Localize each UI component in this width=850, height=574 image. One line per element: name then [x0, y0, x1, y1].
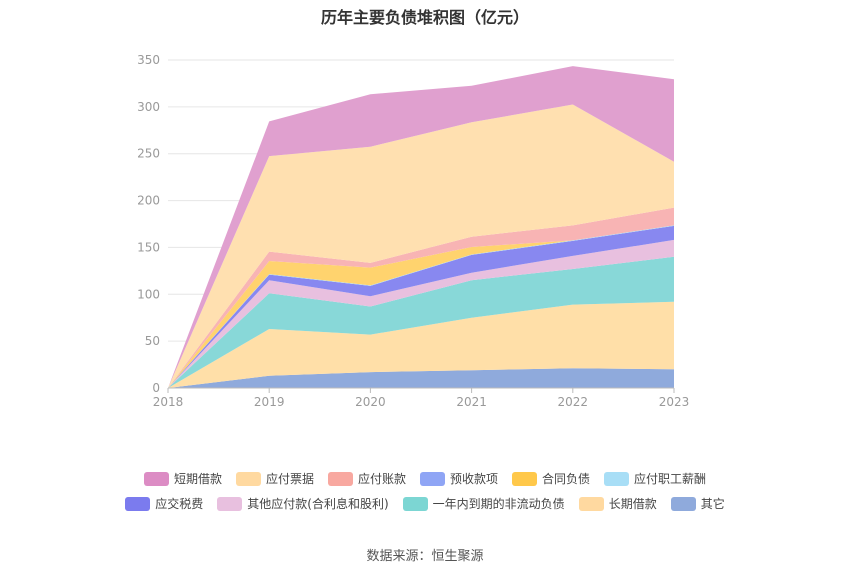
legend-swatch	[327, 471, 353, 486]
legend-item[interactable]: 短期借款	[143, 470, 222, 487]
area-3	[168, 239, 674, 388]
area-9	[168, 104, 674, 388]
x-tick-label-2019: 2019	[254, 395, 285, 409]
legend-row-1: 应交税费 其他应付款(合利息和股利) 一年内到期的非流动负债 长期借款 其它	[0, 495, 850, 512]
legend-row-0: 短期借款 应付票据 应付账款 预收款项 合同负债 应付职工薪酬	[0, 470, 850, 487]
area-series	[168, 66, 674, 388]
area-2	[168, 256, 674, 388]
chart-title: 历年主要负债堆积图（亿元）	[320, 8, 529, 27]
area-4	[168, 225, 674, 388]
legend-label: 应交税费	[155, 497, 204, 511]
area-6	[168, 225, 674, 388]
data-source-note: 数据来源：恒生聚源	[366, 549, 484, 564]
area-0	[168, 368, 674, 388]
y-tick-label-200: 200	[137, 194, 160, 208]
legend-swatch	[512, 471, 538, 486]
area-8	[168, 207, 674, 388]
y-tick-label-150: 150	[137, 240, 160, 254]
legend-label: 应付职工薪酬	[634, 472, 707, 486]
legend-swatch	[235, 471, 261, 486]
legend-item[interactable]: 应付票据	[235, 470, 314, 487]
legend-label: 应付票据	[265, 472, 314, 486]
stacked-area-chart: 0 50 100 150 200 250 300 350 2018 2019 2020 2021 202…	[137, 53, 689, 409]
legend-swatch	[125, 496, 151, 511]
legend-swatch	[604, 471, 630, 486]
legend-item[interactable]: 长期借款	[578, 495, 657, 512]
legend-item[interactable]: 其他应付款(合利息和股利)	[217, 495, 389, 512]
x-tick-label-2020: 2020	[355, 395, 386, 409]
legend-swatch	[143, 471, 169, 486]
area-1	[168, 301, 674, 388]
legend-item[interactable]: 其它	[670, 495, 725, 512]
legend-swatch	[420, 471, 445, 486]
x-tick-label-2022: 2022	[558, 395, 589, 409]
legend-label: 长期借款	[608, 497, 657, 511]
legend-label: 合同负债	[542, 472, 591, 486]
legend-item[interactable]: 应交税费	[125, 495, 203, 512]
axes: 0 50 100 150 200 250 300 350 2018 2019 2020 2021 202…	[137, 53, 689, 409]
legend-item[interactable]: 预收款项	[420, 470, 498, 487]
legend-item[interactable]: 应付账款	[327, 470, 406, 487]
legend-item[interactable]: 应付职工薪酬	[604, 470, 706, 487]
legend: 短期借款 应付票据 应付账款 预收款项 合同负债 应付职工薪酬应交税费 其他应付款(合利息和…	[0, 470, 850, 520]
legend-label: 应付账款	[357, 472, 406, 486]
legend-label: 短期借款	[173, 472, 222, 486]
legend-item[interactable]: 合同负债	[512, 470, 590, 487]
y-tick-label-300: 300	[137, 100, 160, 114]
y-tick-label-50: 50	[145, 334, 160, 348]
legend-swatch	[402, 496, 428, 511]
y-tick-label-250: 250	[137, 147, 160, 161]
legend-swatch	[217, 496, 243, 511]
legend-label: 其他应付款(合利息和股利)	[247, 497, 389, 511]
legend-label: 一年内到期的非流动负债	[432, 497, 565, 511]
x-tick-label-2021: 2021	[456, 395, 487, 409]
legend-swatch	[578, 496, 604, 511]
x-tick-label-2023: 2023	[659, 395, 690, 409]
y-tick-label-0: 0	[152, 381, 160, 395]
legend-label: 其它	[700, 497, 725, 511]
x-tick-label-2018: 2018	[153, 395, 184, 409]
legend-label: 预收款项	[450, 472, 499, 486]
area-10	[168, 66, 674, 388]
y-tick-label-350: 350	[137, 53, 160, 67]
legend-item[interactable]: 一年内到期的非流动负债	[402, 495, 565, 512]
y-tick-label-100: 100	[137, 287, 160, 301]
legend-swatch	[670, 496, 696, 511]
